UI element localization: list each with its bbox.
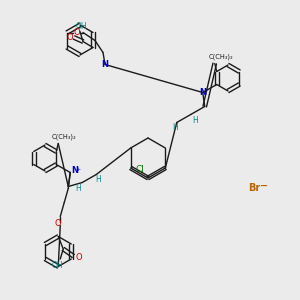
Text: O: O <box>55 219 62 228</box>
Text: H: H <box>172 123 178 132</box>
Text: C(CH₃)₂: C(CH₃)₂ <box>208 53 233 60</box>
Text: OH: OH <box>75 22 87 31</box>
Text: O: O <box>67 33 73 42</box>
Text: H: H <box>192 116 198 125</box>
Text: N: N <box>199 88 206 97</box>
Text: H: H <box>95 175 101 184</box>
Text: +: + <box>76 167 81 172</box>
Text: N: N <box>101 60 109 69</box>
Text: −: − <box>260 181 268 191</box>
Text: N: N <box>71 166 78 175</box>
Text: Cl: Cl <box>136 166 144 175</box>
Text: OH: OH <box>51 260 63 269</box>
Text: O: O <box>76 253 83 262</box>
Text: C(CH₃)₂: C(CH₃)₂ <box>52 133 76 140</box>
Text: Br: Br <box>248 183 260 193</box>
Text: O: O <box>74 28 80 37</box>
Text: H: H <box>75 184 81 193</box>
